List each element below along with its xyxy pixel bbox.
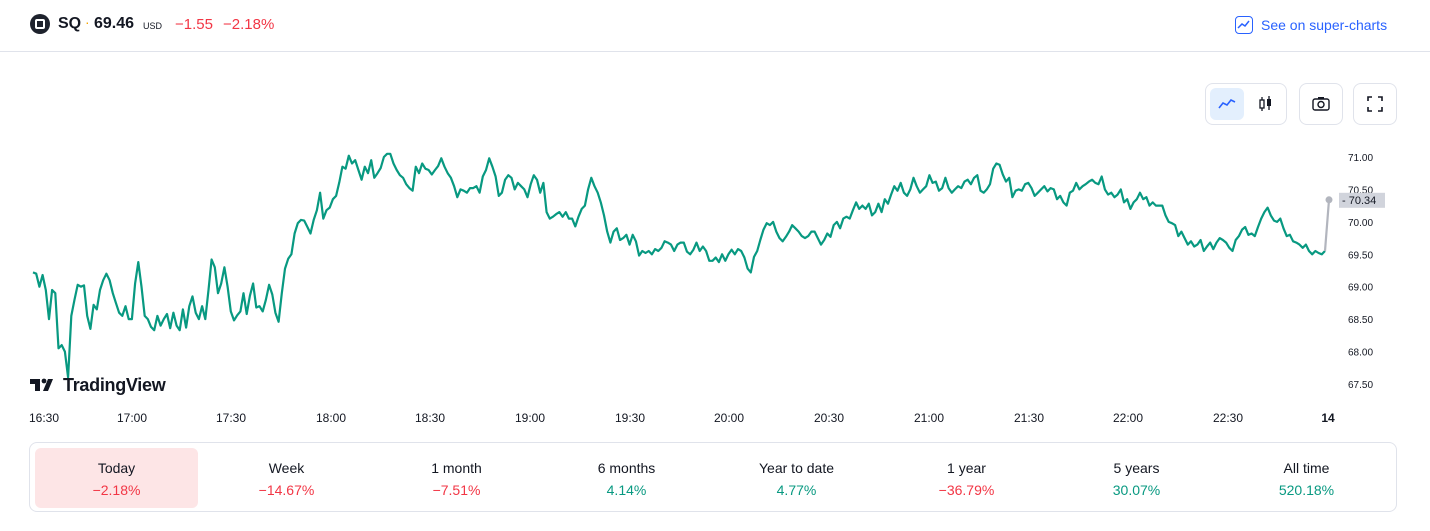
symbol-name[interactable]: SQ	[58, 15, 82, 32]
y-tick-label: 71.00	[1348, 153, 1373, 164]
x-tick-label: 18:30	[415, 411, 445, 425]
last-value-label: - 70.34	[1342, 195, 1376, 207]
x-tick-label: 21:00	[914, 411, 944, 425]
period-all-time[interactable]: All time 520.18%	[1225, 448, 1388, 508]
fullscreen-button[interactable]	[1353, 83, 1397, 125]
period-value: 30.07%	[1112, 482, 1161, 498]
period-value: −2.18%	[92, 482, 141, 498]
super-charts-link[interactable]: See on super-charts	[1261, 17, 1388, 33]
snapshot-button-inner	[1304, 88, 1338, 120]
x-tick-label: 22:00	[1113, 411, 1143, 425]
x-tick-label: 20:30	[814, 411, 844, 425]
x-tick-label: 16:30	[29, 411, 59, 425]
price-change-percent: −2.18%	[223, 16, 275, 33]
header-bar: SQ · 69.46 USD −1.55 −2.18% See on super…	[0, 0, 1430, 52]
period-label: Today	[97, 460, 136, 476]
period-1-month[interactable]: 1 month −7.51%	[375, 448, 538, 508]
fullscreen-button-inner	[1358, 88, 1392, 120]
last-point-marker	[1325, 196, 1333, 204]
tradingview-logo: TradingView	[30, 375, 190, 397]
x-tick-label: 18:00	[316, 411, 346, 425]
chart-trend-icon[interactable]	[1235, 16, 1253, 34]
last-price: 69.46	[94, 15, 135, 32]
x-tick-label: 22:30	[1213, 411, 1243, 425]
y-tick-label: 67.50	[1348, 380, 1373, 391]
period-year-to-date[interactable]: Year to date 4.77%	[715, 448, 878, 508]
currency-label: USD	[143, 21, 163, 31]
period-value: 520.18%	[1278, 482, 1335, 498]
line-chart-button[interactable]	[1210, 88, 1244, 120]
price-change: −1.55	[175, 16, 213, 33]
x-tick-label: 21:30	[1014, 411, 1044, 425]
x-tick-label: 17:30	[216, 411, 246, 425]
x-tick-label: 14	[1321, 411, 1335, 425]
period-label: 5 years	[1113, 460, 1160, 476]
period-label: Week	[268, 460, 305, 476]
x-tick-label: 19:30	[615, 411, 645, 425]
period-1-year[interactable]: 1 year −36.79%	[885, 448, 1048, 508]
price-series-line	[32, 152, 1326, 379]
y-tick-label: 69.00	[1348, 283, 1373, 294]
period-label: 6 months	[597, 460, 656, 476]
period-5-years[interactable]: 5 years 30.07%	[1055, 448, 1218, 508]
market-status-dot: ·	[85, 14, 90, 30]
period-label: Year to date	[759, 460, 834, 476]
x-tick-label: 19:00	[515, 411, 545, 425]
y-tick-label: 69.50	[1348, 250, 1373, 261]
period-label: 1 year	[947, 460, 986, 476]
period-6-months[interactable]: 6 months 4.14%	[545, 448, 708, 508]
x-tick-label: 20:00	[714, 411, 744, 425]
price-series-tail	[1323, 199, 1331, 252]
period-label: All time	[1283, 460, 1330, 476]
x-tick-label: 17:00	[117, 411, 147, 425]
chart-type-toolbar	[1205, 83, 1287, 125]
square-logo-icon	[30, 14, 50, 34]
period-value: −7.51%	[432, 482, 481, 498]
period-value: −36.79%	[938, 482, 995, 498]
tradingview-wordmark: TradingView	[63, 375, 166, 395]
candlestick-button[interactable]	[1249, 88, 1283, 120]
period-today[interactable]: Today −2.18%	[35, 448, 198, 508]
snapshot-button[interactable]	[1299, 83, 1343, 125]
period-value: 4.77%	[776, 482, 817, 498]
y-tick-label: 70.00	[1348, 218, 1373, 229]
camera-icon	[1312, 97, 1330, 111]
performance-periods: Today −2.18% Week −14.67% 1 month −7.51%…	[29, 442, 1397, 512]
period-value: 4.14%	[606, 482, 647, 498]
candlestick-icon	[1259, 96, 1271, 111]
y-tick-label: 68.50	[1348, 315, 1373, 326]
y-tick-label: 68.00	[1348, 348, 1373, 359]
price-chart[interactable]: 71.00 70.50 70.00 69.50 69.00 68.50 68.00 67.50…	[0, 140, 1430, 430]
y-tick-label: 70.50	[1348, 185, 1373, 196]
last-value-badge	[1339, 192, 1385, 208]
fullscreen-icon	[1367, 96, 1383, 112]
tradingview-logo-icon	[30, 378, 53, 391]
line-chart-icon	[1218, 98, 1236, 109]
period-week[interactable]: Week −14.67%	[205, 448, 368, 508]
period-value: −14.67%	[258, 482, 315, 498]
period-label: 1 month	[431, 460, 482, 476]
